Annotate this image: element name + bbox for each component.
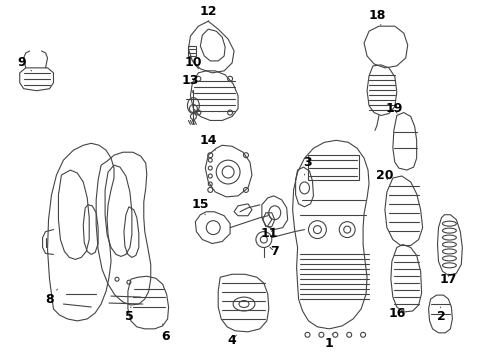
Text: 8: 8 bbox=[45, 289, 57, 306]
Text: 6: 6 bbox=[161, 324, 170, 343]
Text: 7: 7 bbox=[270, 245, 279, 258]
Text: 9: 9 bbox=[18, 57, 32, 71]
Text: 12: 12 bbox=[199, 5, 217, 21]
Text: 20: 20 bbox=[376, 168, 393, 181]
Text: 16: 16 bbox=[388, 307, 406, 320]
Text: 3: 3 bbox=[303, 156, 312, 175]
Text: 5: 5 bbox=[124, 307, 133, 323]
Text: 18: 18 bbox=[368, 9, 386, 25]
Text: 1: 1 bbox=[325, 334, 334, 350]
Text: 19: 19 bbox=[385, 102, 402, 115]
Text: 13: 13 bbox=[182, 74, 199, 93]
Text: 4: 4 bbox=[228, 334, 237, 347]
Text: 11: 11 bbox=[261, 227, 278, 240]
Text: 2: 2 bbox=[437, 307, 446, 323]
Text: 14: 14 bbox=[199, 134, 217, 150]
Text: 10: 10 bbox=[185, 57, 202, 69]
Text: 17: 17 bbox=[440, 273, 457, 286]
Text: 15: 15 bbox=[192, 198, 209, 215]
